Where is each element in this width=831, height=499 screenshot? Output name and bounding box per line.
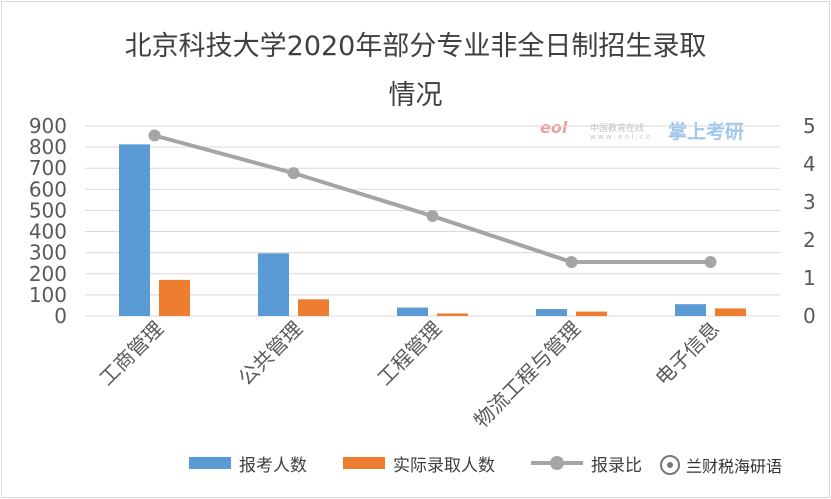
y-right-tick-label: 3: [803, 190, 816, 214]
bar-applicants: [536, 309, 567, 316]
legend-item-applicants: 报考人数: [189, 451, 307, 476]
legend-item-admitted: 实际录取人数: [343, 451, 495, 476]
chart-title-line-1: 北京科技大学2020年部分专业非全日制招生录取: [124, 31, 707, 62]
legend-swatch-line: [531, 456, 583, 470]
bar-admitted: [715, 308, 746, 316]
ratio-point: [565, 256, 578, 269]
y-left-tick-label: 100: [29, 283, 67, 307]
y-left-tick-label: 200: [29, 262, 67, 286]
x-category-label: 工商管理: [94, 317, 168, 391]
ratio-line: [153, 133, 711, 265]
bar-applicants: [397, 307, 428, 316]
bar-admitted: [159, 279, 190, 316]
y-left-tick-label: 800: [29, 135, 67, 159]
y-left-tick-label: 400: [29, 220, 67, 244]
y-left-tick-label: 700: [29, 156, 67, 180]
y-left-tick-label: 300: [29, 241, 67, 265]
eol-watermark-text: 中国教育在线: [590, 124, 645, 134]
ratio-point: [287, 167, 300, 180]
bar-applicants: [258, 253, 289, 316]
y-right-tick-label: 0: [803, 304, 816, 328]
bar-applicants: [119, 144, 150, 316]
bar-applicants: [675, 304, 706, 316]
eol-watermark-logo: eol: [540, 118, 568, 137]
y-right-tick-label: 2: [803, 228, 816, 252]
x-category-label: 物流工程与管理: [469, 317, 585, 433]
eol-watermark-url: w w w . e o l . c n: [590, 133, 651, 141]
ratio-point: [426, 210, 439, 223]
bar-admitted: [298, 299, 329, 316]
wechat-watermark: 兰财税海研语: [656, 451, 787, 479]
x-category-label: 电子信息: [650, 317, 724, 391]
y-left-tick-label: 0: [54, 304, 67, 328]
y-right-tick-label: 4: [803, 152, 816, 176]
ratio-point: [148, 129, 161, 142]
legend-label: 报考人数: [239, 455, 307, 476]
legend-swatch-orange: [343, 457, 385, 469]
wechat-icon: [660, 455, 680, 475]
y-right-tick-label: 5: [803, 114, 816, 138]
bar-admitted: [576, 311, 607, 316]
y-left-tick-label: 500: [29, 198, 67, 222]
y-right-tick-label: 1: [803, 266, 816, 290]
wechat-label: 兰财税海研语: [686, 457, 783, 476]
bar-admitted: [437, 313, 468, 316]
chart-legend: 报考人数 实际录取人数 报录比: [0, 448, 831, 478]
chart-title-line-2: 情况: [388, 80, 443, 111]
legend-label: 实际录取人数: [393, 455, 495, 476]
legend-swatch-blue: [189, 457, 231, 469]
y-left-tick-label: 600: [29, 177, 67, 201]
x-category-label: 工程管理: [372, 317, 446, 391]
ratio-point: [704, 256, 717, 269]
y-left-tick-label: 900: [29, 114, 67, 138]
legend-item-ratio: 报录比: [531, 451, 642, 476]
x-category-label: 公共管理: [233, 317, 307, 391]
legend-label: 报录比: [591, 455, 642, 476]
